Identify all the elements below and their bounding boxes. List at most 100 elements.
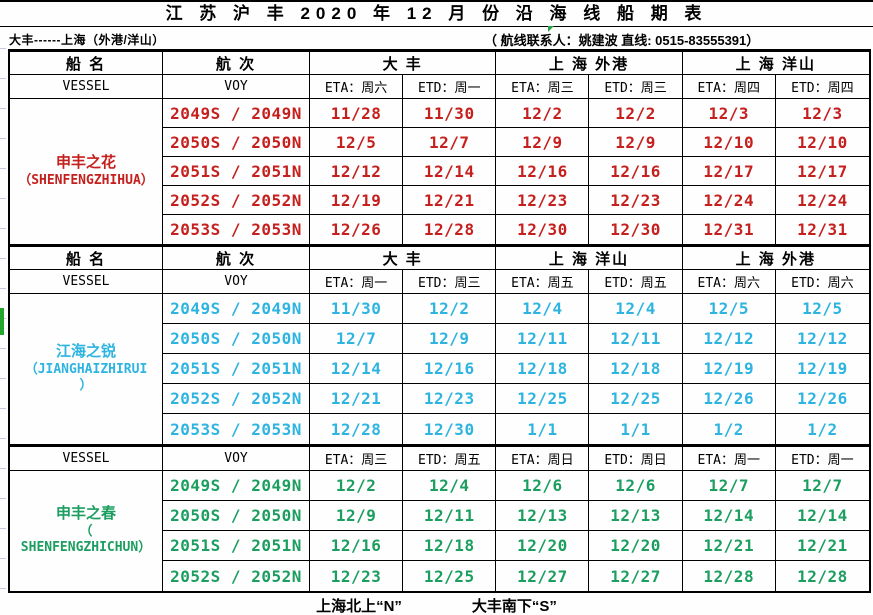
schedule-date: 12/4 [403,471,497,501]
column-header: ETD：周日 [589,447,683,471]
schedule-date: 12/11 [403,501,497,531]
schedule-date: 12/2 [403,294,497,324]
southbound-note: 大丰南下“S” [471,598,557,615]
column-header: VESSEL [10,75,163,99]
column-header: VOY [163,270,310,294]
column-header: ETA：周五 [496,270,590,294]
schedule-date: 12/7 [775,471,869,501]
schedule-date: 12/14 [310,354,404,384]
contact-label: （ 航线联系人：姚建波 直线: 0515-83555391） [484,33,760,48]
page-title: 江 苏 沪 丰 2020 年 12 月 份 沿 海 线 船 期 表 [0,0,873,26]
schedule-date: 12/2 [589,99,683,128]
schedule-date: 12/21 [775,531,869,561]
column-group-header: 上 海 洋山 [496,247,683,270]
schedule-date: 12/19 [310,186,404,215]
schedule-date: 12/28 [403,215,497,244]
column-header: ETD：周六 [775,270,869,294]
schedule-date: 12/18 [589,354,683,384]
schedule-date: 12/3 [775,99,869,128]
schedule-date: 12/11 [496,324,590,354]
schedule-date: 12/14 [682,501,776,531]
column-header: ETD：周一 [775,447,869,471]
schedule-date: 12/7 [310,324,404,354]
schedule-date: 12/10 [775,128,869,157]
schedule-date: 12/21 [310,384,404,414]
schedule-date: 12/12 [310,157,404,186]
voyage-number: 2050S / 2050N [163,501,310,531]
schedule-section: 船 名航 次大 丰上 海 洋山上 海 外港 VESSEL VOY ETA：周一 ETD：… [10,244,869,444]
schedule-date: 12/26 [775,384,869,414]
voyage-number: 2050S / 2050N [163,128,310,157]
column-header: ETA：周六 [682,270,776,294]
vessel-name-cn: 江海之锐 [55,343,116,361]
schedule-date: 12/24 [775,186,869,215]
column-group-header: 上 海 外港 [496,52,683,75]
schedule-date: 12/28 [310,414,404,444]
vessel-name-en: SHENFENGZHICHUN） [20,540,152,556]
schedule-date: 12/20 [589,531,683,561]
vessel-name-en: （ [79,524,93,540]
schedule-date: 12/18 [496,354,590,384]
schedule-date: 12/5 [775,294,869,324]
schedule-date: 12/16 [589,157,683,186]
voyage-number: 2049S / 2049N [163,294,310,324]
schedule-date: 12/6 [496,471,590,501]
column-header: ETA：周三 [310,447,404,471]
voyage-number: 2051S / 2051N [163,157,310,186]
schedule-date: 12/25 [496,384,590,414]
column-header: VOY [163,447,310,471]
schedule-date: 12/9 [496,128,590,157]
column-group-header: 航 次 [163,247,310,270]
voyage-number: 2052S / 2052N [163,561,310,591]
schedule-date: 11/30 [310,294,404,324]
schedule-date: 12/25 [403,561,497,591]
voyage-number: 2051S / 2051N [163,354,310,384]
schedule-date: 12/7 [403,128,497,157]
column-header: ETD：周一 [403,75,497,99]
schedule-date: 11/28 [310,99,404,128]
schedule-date: 12/16 [310,531,404,561]
vessel-name: 申丰之花 （SHENFENGZHIHUA） [10,99,163,244]
column-header: VESSEL [10,447,163,471]
voyage-number: 2052S / 2052N [163,186,310,215]
schedule-date: 12/16 [403,354,497,384]
subtitle-bar: 大丰------上海（外港/洋山） （ 航线联系人：姚建波 直线: 0515-8… [0,26,873,49]
column-group-header: 船 名 [10,247,163,270]
schedule-date: 12/17 [682,157,776,186]
voyage-number: 2051S / 2051N [163,531,310,561]
cell-cursor-icon [548,26,554,32]
schedule-date: 12/4 [496,294,590,324]
schedule-date: 12/13 [589,501,683,531]
column-header: ETA：周四 [682,75,776,99]
schedule-date: 12/6 [589,471,683,501]
column-group-header: 船 名 [10,52,163,75]
route-label: 大丰------上海（外港/洋山） [9,33,165,47]
schedule-date: 12/11 [589,324,683,354]
schedule-date: 12/21 [682,531,776,561]
column-header: ETA：周一 [682,447,776,471]
schedule-date: 1/1 [589,414,683,444]
column-group-header: 上 海 外港 [682,247,869,270]
schedule-date: 1/1 [496,414,590,444]
schedule-date: 12/19 [682,354,776,384]
column-group-header: 上 海 洋山 [682,52,869,75]
schedule-date: 12/26 [310,215,404,244]
schedule-date: 1/2 [683,414,776,444]
schedule-date: 12/31 [797,220,848,239]
vessel-name-en: （SHENFENGZHIHUA） [18,172,154,188]
column-header: ETA：周三 [496,75,590,99]
schedule-date: 12/26 [682,384,776,414]
schedule-date: 12/24 [682,186,776,215]
column-group-header: 大 丰 [310,52,497,75]
schedule-date: 12/16 [496,157,590,186]
column-header: ETA：周六 [310,75,404,99]
schedule-date: 11/30 [403,99,497,128]
schedule-date: 12/5 [682,294,776,324]
column-header: ETD：周五 [403,447,497,471]
schedule-date: 12/3 [682,99,776,128]
schedule-date: 12/12 [682,324,776,354]
schedule-date: 12/10 [682,128,776,157]
schedule-date: 1/2 [807,419,838,439]
vessel-name-en: （JIANGHAIZHIRUI [24,362,148,378]
